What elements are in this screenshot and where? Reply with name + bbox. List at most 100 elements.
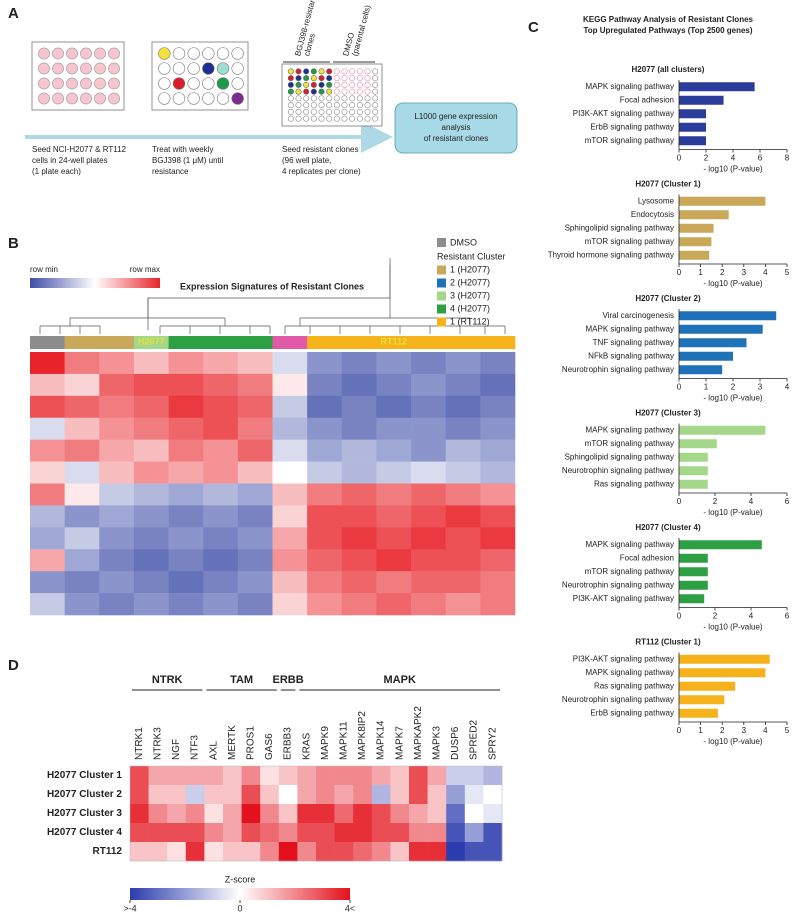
heatmap-cell	[133, 549, 169, 572]
heatmap-cell	[483, 842, 503, 862]
heatmap-cell	[411, 395, 447, 419]
heatmap-cell	[260, 823, 280, 843]
legend-swatch	[437, 317, 446, 327]
heatmap-cell	[376, 461, 412, 484]
category-label: ErbB signaling pathway	[590, 122, 674, 131]
well	[231, 77, 244, 90]
x-tick-label: 2	[713, 612, 718, 621]
category-label: Sphingolipid signaling pathway	[565, 452, 674, 461]
heatmap-cell	[341, 461, 377, 484]
heatmap-cell	[168, 505, 204, 528]
heatmap-cell	[133, 461, 169, 484]
category-label: Thyroid hormone signaling pathway	[548, 250, 674, 259]
heatmap-cell	[64, 571, 100, 594]
heatmap-cell	[409, 823, 428, 843]
heatmap-cell	[64, 549, 100, 572]
x-tick-label: 2	[713, 497, 718, 506]
x-tick-label: 5	[785, 726, 790, 735]
heatmap-cell	[99, 549, 135, 572]
chart-title: H2077 (Cluster 2)	[635, 294, 701, 303]
scale-label: row min	[30, 265, 58, 274]
well	[303, 102, 310, 109]
heatmap-cell	[307, 439, 343, 462]
legend-label: 4 (H2077)	[450, 303, 490, 313]
heatmap-cell	[185, 842, 205, 862]
category-label: Neurotrophin signaling pathway	[562, 580, 674, 589]
well	[341, 108, 348, 115]
bar	[679, 324, 763, 334]
heatmap-cell	[341, 395, 377, 419]
well	[295, 68, 302, 75]
heatmap-cell	[168, 352, 204, 375]
category-label: Sphingolipid signaling pathway	[565, 223, 674, 232]
heatmap-cell	[341, 417, 377, 440]
heatmap-cell	[203, 505, 239, 528]
heatmap-cell	[307, 395, 343, 419]
heatmap-cell	[64, 439, 100, 462]
category-label: Ras signaling pathway	[594, 479, 674, 488]
heatmap-cell	[297, 823, 317, 843]
heatmap-cell	[133, 417, 169, 440]
heatmap-cell	[185, 766, 205, 786]
well	[80, 92, 92, 105]
category-label: Viral carcinogenesis	[603, 311, 674, 320]
heatmap-cell	[445, 395, 481, 419]
well	[52, 92, 64, 105]
heatmap-cell	[341, 373, 377, 397]
well	[202, 77, 215, 90]
heatmap-cell	[445, 505, 481, 528]
x-axis-label: - log10 (P-value)	[703, 394, 762, 403]
colorbar-tick-label: >-4	[123, 903, 136, 913]
heatmap-cell	[390, 823, 410, 843]
well	[187, 92, 200, 105]
heatmap-cell	[167, 766, 187, 786]
cluster-strip	[133, 336, 169, 349]
well	[38, 77, 50, 90]
well	[287, 81, 294, 88]
x-axis-label: - log10 (P-value)	[703, 737, 762, 746]
gene-label: KRAS	[301, 732, 312, 760]
x-tick-label: 4	[749, 497, 754, 506]
bar	[679, 210, 729, 220]
heatmap-cell	[464, 766, 484, 786]
heatmap-cell	[272, 505, 308, 528]
step-caption: resistance	[152, 167, 189, 176]
well	[216, 47, 230, 60]
bar	[679, 109, 706, 119]
bar	[679, 338, 747, 348]
heatmap-cell	[241, 766, 261, 786]
well	[333, 88, 340, 95]
heatmap-cell	[371, 785, 391, 805]
well	[108, 77, 120, 90]
x-tick-label: 3	[742, 268, 747, 277]
group-label: NTRK	[152, 674, 183, 686]
heatmap-cell	[480, 373, 516, 397]
step-caption: (1 plate each)	[32, 167, 81, 176]
heatmap-cell	[341, 352, 377, 375]
heatmap-cell	[341, 483, 377, 506]
well	[341, 95, 348, 102]
legend-label: 3 (H2077)	[450, 290, 490, 300]
heatmap-cell	[260, 804, 280, 824]
legend-label: 2 (H2077)	[450, 277, 490, 287]
heatmap-cell	[260, 842, 280, 862]
heatmap-cell	[480, 593, 516, 616]
heatmap-cell	[480, 527, 516, 550]
well	[303, 88, 310, 95]
well	[356, 68, 363, 75]
heatmap-cell	[64, 527, 100, 550]
well	[326, 75, 333, 82]
bar	[679, 695, 725, 705]
heatmap-cell	[30, 483, 65, 506]
heatmap-cell	[133, 483, 169, 506]
heatmap-cell	[223, 842, 242, 862]
step-caption: Treat with weekly	[152, 145, 214, 154]
well	[303, 75, 310, 82]
heatmap-cell	[371, 842, 391, 862]
heatmap-cell	[278, 823, 298, 843]
heatmap-cell	[185, 804, 205, 824]
heatmap-cell	[334, 766, 354, 786]
heatmap-cell	[371, 766, 391, 786]
heatmap-cell	[427, 785, 447, 805]
well	[356, 95, 363, 102]
